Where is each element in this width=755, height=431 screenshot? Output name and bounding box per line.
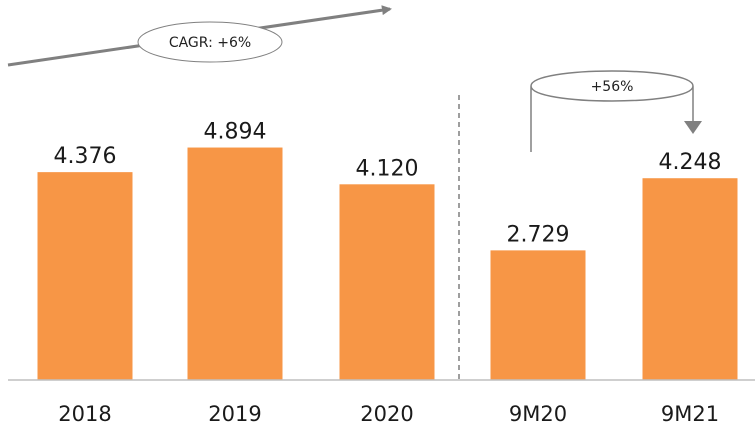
growth-label: +56% — [591, 79, 634, 95]
value-label-2019: 4.894 — [204, 120, 267, 145]
growth-cylinder — [530, 70, 694, 152]
bar-9m21 — [642, 178, 738, 380]
value-label-9m21: 4.248 — [659, 150, 722, 175]
bars-group — [37, 147, 738, 380]
bar-2019 — [187, 147, 283, 380]
category-label-9m20: 9M20 — [509, 402, 567, 426]
bar-2018 — [37, 172, 133, 380]
growth-arrowhead — [684, 121, 702, 134]
category-label-2019: 2019 — [208, 402, 261, 426]
value-labels-group: 4.376 4.894 4.120 2.729 4.248 — [54, 120, 722, 248]
value-label-9m20: 2.729 — [507, 222, 570, 247]
bar-2020 — [339, 184, 435, 380]
value-label-2020: 4.120 — [356, 156, 419, 181]
category-label-2020: 2020 — [360, 402, 413, 426]
cagr-label: CAGR: +6% — [169, 35, 251, 51]
value-label-2018: 4.376 — [54, 144, 117, 169]
bar-9m20 — [490, 250, 586, 380]
category-label-9m21: 9M21 — [661, 402, 719, 426]
category-labels-group: 2018 2019 2020 9M20 9M21 — [58, 402, 719, 426]
cagr-bubble — [137, 21, 283, 63]
category-label-2018: 2018 — [58, 402, 111, 426]
